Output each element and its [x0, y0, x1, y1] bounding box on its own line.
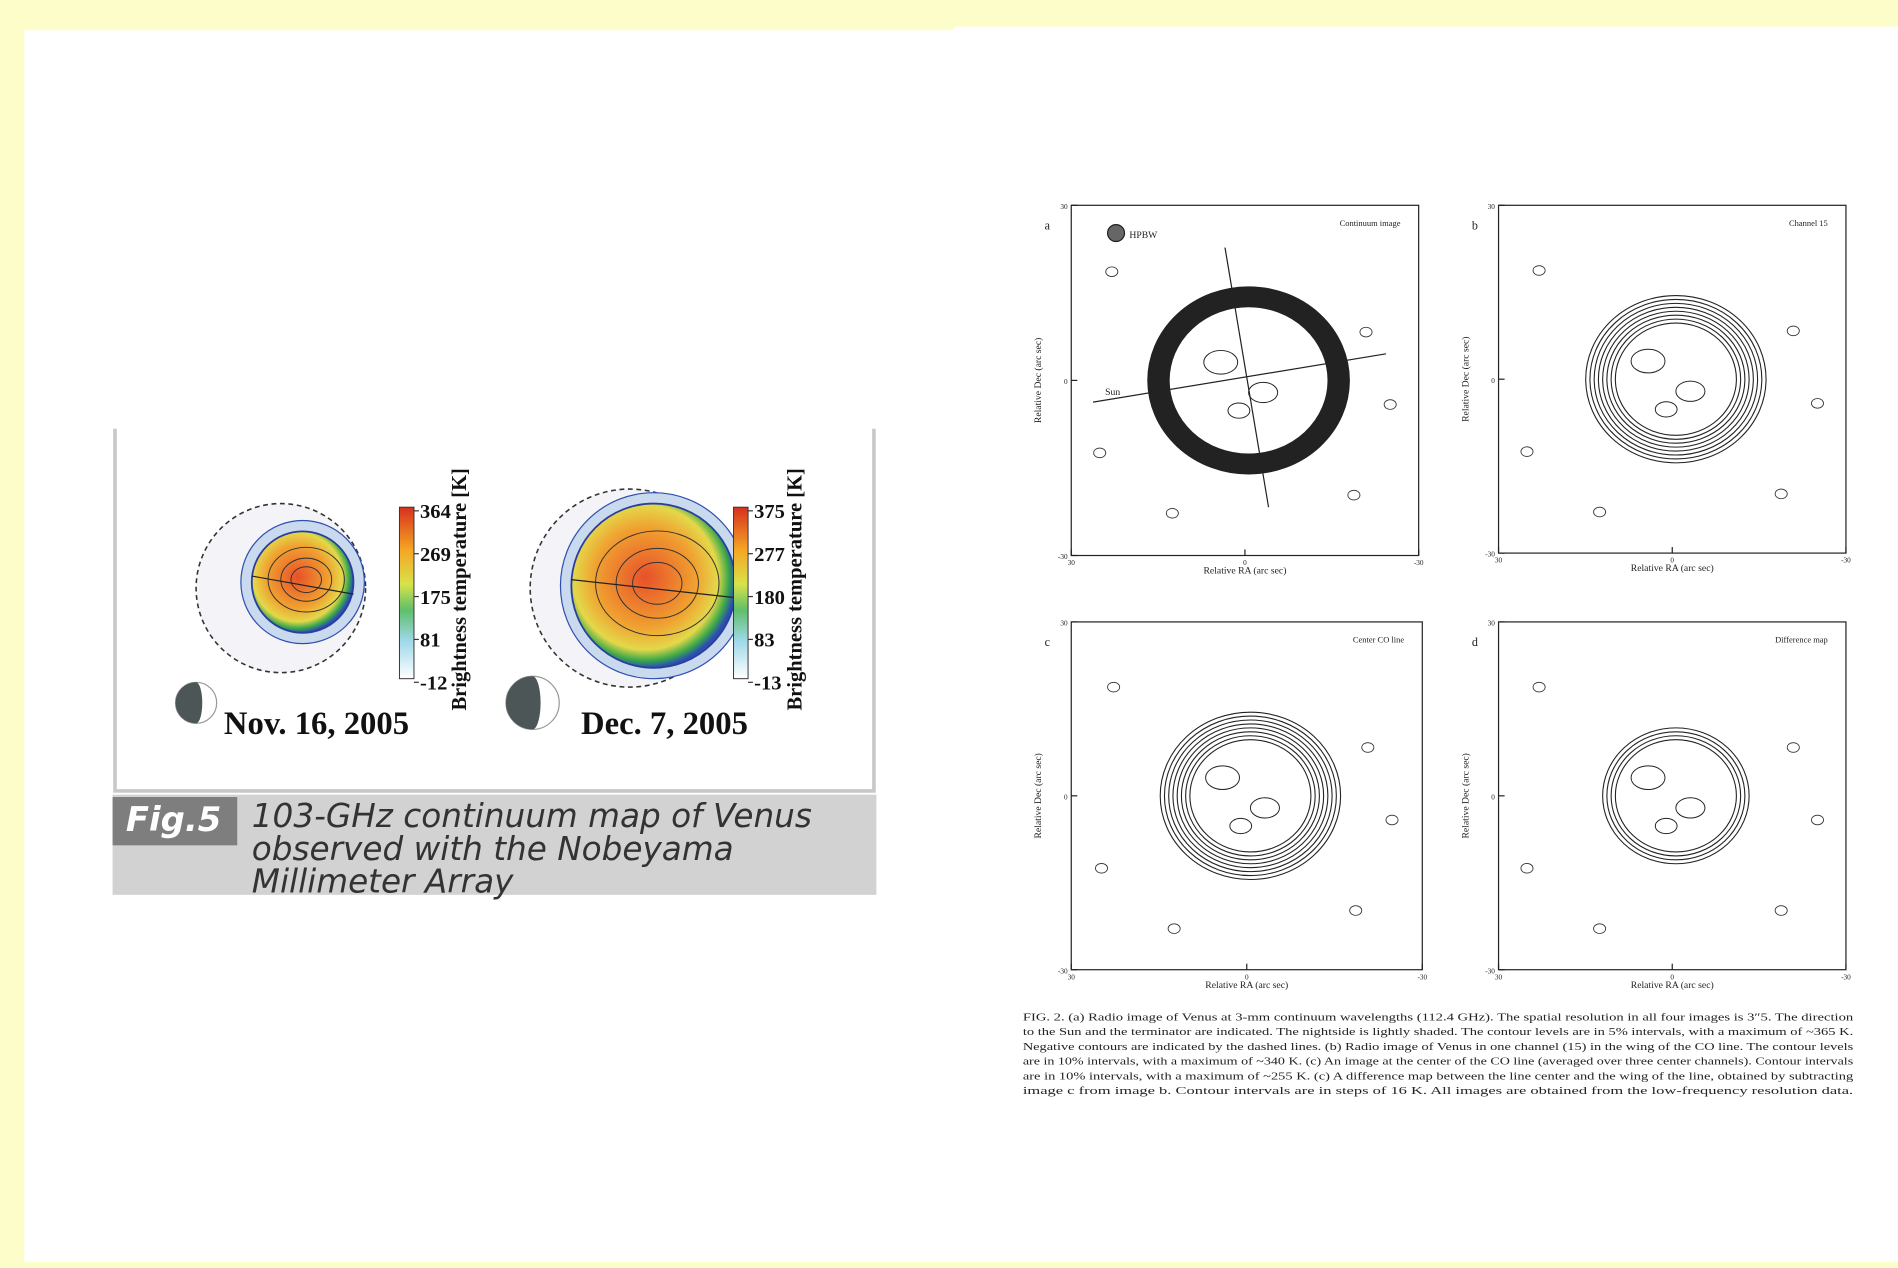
y-tick-label: 30 [1488, 620, 1496, 628]
figure-caption-line: FIG. 2. (a) Radio image of Venus at 3-mm… [1023, 1012, 1853, 1023]
right-figure-background [954, 181, 1898, 1129]
content-area [24, 30, 954, 1262]
observation-date: Dec. 7, 2005 [581, 706, 748, 742]
colorbar [734, 507, 749, 678]
panel-letter: b [1472, 218, 1478, 232]
colorbar-label: Brightness temperature [K] [784, 468, 806, 710]
colorbar-label: Brightness temperature [K] [449, 468, 471, 710]
figure-caption-line: Negative contours are indicated by the d… [1023, 1042, 1854, 1053]
colorbar-tick-label: 83 [754, 630, 775, 652]
y-tick-label: -30 [1058, 967, 1068, 975]
x-tick-label: 30 [1068, 973, 1076, 981]
colorbar-tick-label: 81 [420, 630, 441, 652]
panel-letter: c [1045, 635, 1050, 649]
x-tick-label: -30 [1417, 973, 1427, 981]
sun-label: Sun [1105, 387, 1120, 398]
y-tick-label: 30 [1060, 620, 1068, 628]
y-tick-label: -30 [1058, 553, 1068, 561]
colorbar-tick-label: 375 [754, 501, 785, 523]
y-tick-label: 0 [1064, 378, 1068, 386]
panel-title: Difference map [1775, 634, 1828, 644]
x-tick-label: 30 [1495, 557, 1503, 565]
figure-caption-line: image c from image b. Contour intervals … [1023, 1086, 1853, 1097]
slide: Fig.5 103-GHz continuum map of Venus obs… [0, 0, 1898, 1268]
y-tick-label: 30 [1060, 203, 1068, 211]
colorbar-tick-label: 269 [420, 544, 451, 566]
x-axis-label: Relative RA (arc sec) [1205, 980, 1288, 991]
observation-date: Nov. 16, 2005 [224, 706, 409, 742]
panel-title: Channel 15 [1789, 218, 1828, 228]
x-tick-label: 30 [1495, 973, 1503, 981]
colorbar-tick-label: -13 [754, 673, 781, 695]
y-axis-label: Relative Dec (arc sec) [1033, 753, 1044, 838]
beam-marker [1108, 225, 1125, 242]
x-tick-label: -30 [1841, 973, 1851, 981]
caption-line: Millimeter Array [252, 862, 514, 900]
x-tick-label: -30 [1414, 559, 1424, 567]
y-axis-label: Relative Dec (arc sec) [1033, 338, 1044, 423]
x-axis-label: Relative RA (arc sec) [1631, 980, 1714, 991]
y-tick-label: 0 [1491, 793, 1495, 801]
colorbar-tick-label: 175 [420, 587, 451, 609]
y-tick-label: 0 [1064, 793, 1068, 801]
colorbar-tick-label: 364 [420, 501, 451, 523]
y-axis-label: Relative Dec (arc sec) [1460, 336, 1471, 421]
page: Fig.5 103-GHz continuum map of Venus obs… [0, 0, 1898, 1268]
y-axis-label: Relative Dec (arc sec) [1460, 753, 1471, 838]
colorbar-tick-label: 180 [754, 587, 785, 609]
figure-caption-line: are in 10% intervals, with a maximum of … [1023, 1057, 1853, 1068]
panel-title: Center CO line [1353, 634, 1404, 644]
x-axis-label: Relative RA (arc sec) [1631, 563, 1714, 574]
y-tick-label: 30 [1488, 203, 1496, 211]
colorbar-tick-label: -12 [420, 673, 447, 695]
y-tick-label: -30 [1485, 967, 1495, 975]
x-tick-label: 30 [1068, 559, 1076, 567]
caption-label: Fig.5 [126, 800, 221, 839]
figure-caption-line: are in 10% intervals, with a maximum of … [1023, 1071, 1853, 1082]
venus-map [252, 531, 354, 632]
panel-letter: d [1472, 635, 1478, 649]
panel-title: Continuum image [1340, 218, 1401, 228]
y-tick-label: -30 [1485, 551, 1495, 559]
y-tick-label: 0 [1491, 377, 1495, 385]
colorbar [399, 507, 414, 678]
x-tick-label: -30 [1841, 557, 1851, 565]
figure-caption-line: to the Sun and the terminator are indica… [1023, 1027, 1853, 1038]
panel-letter: a [1045, 218, 1051, 232]
x-axis-label: Relative RA (arc sec) [1203, 566, 1286, 577]
colorbar-tick-label: 277 [754, 544, 785, 566]
beam-label: HPBW [1129, 230, 1158, 241]
